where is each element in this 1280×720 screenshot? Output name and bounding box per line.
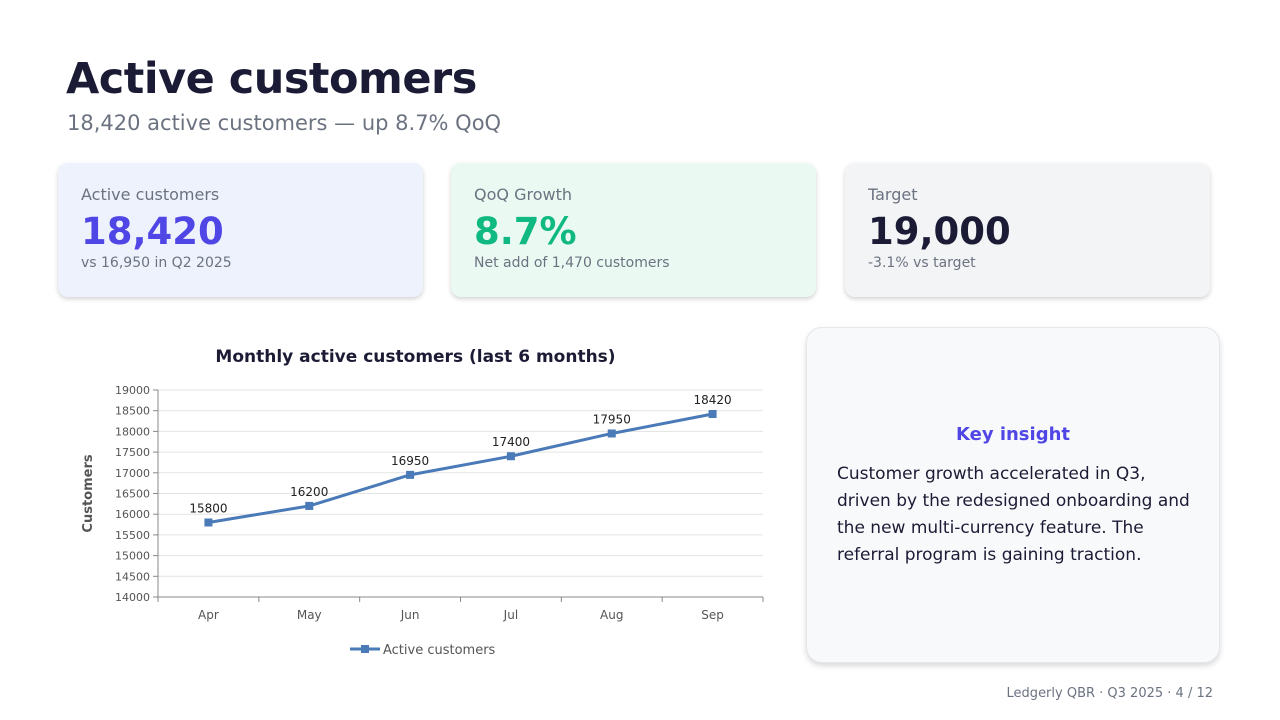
kpi-value: 8.7% [474,210,577,253]
x-tick-label: Aug [600,608,623,622]
data-label: 16950 [391,454,429,468]
data-label: 15800 [189,501,227,515]
x-tick-label: Sep [701,608,724,622]
kpi-card-active-customers: Active customers 18,420 vs 16,950 in Q2 … [58,163,423,297]
data-point [305,501,314,510]
y-tick-label: 19000 [115,384,150,397]
y-tick-label: 15500 [115,529,150,542]
slide-subtitle: 18,420 active customers — up 8.7% QoQ [67,111,502,135]
kpi-card-qoq-growth: QoQ Growth 8.7% Net add of 1,470 custome… [451,163,816,297]
chart-title: Monthly active customers (last 6 months) [215,347,615,367]
data-label: 17400 [492,435,530,449]
data-point [708,410,717,419]
data-point [607,429,616,438]
kpi-label: QoQ Growth [474,185,572,204]
kpi-value: 18,420 [81,210,224,253]
legend-marker [361,645,369,653]
y-tick-label: 14500 [115,570,150,583]
data-point [406,470,415,479]
kpi-label: Active customers [81,185,220,204]
x-tick-label: Apr [198,608,219,622]
kpi-subtext: vs 16,950 in Q2 2025 [81,255,232,271]
x-tick-label: May [297,608,322,622]
kpi-label: Target [868,185,918,204]
series-line [208,412,713,524]
chart-svg: Monthly active customers (last 6 months)… [81,347,764,658]
y-tick-label: 14000 [115,591,150,604]
y-axis-label: Customers [81,454,96,532]
slide-title: Active customers [66,54,477,104]
insight-title: Key insight [955,424,1070,445]
insight-text: Customer growth accelerated in Q3, drive… [837,464,1190,565]
y-tick-label: 18500 [115,405,150,418]
data-label: 17950 [593,412,631,426]
legend-label: Active customers [383,643,496,658]
insight-card: Key insight Customer growth accelerated … [806,327,1220,663]
slide-footer: Ledgerly QBR · Q3 2025 · 4 / 12 [1006,686,1213,701]
data-label: 18420 [693,393,731,407]
kpi-value: 19,000 [868,210,1011,253]
line-chart: Monthly active customers (last 6 months)… [60,330,780,670]
y-tick-label: 16000 [115,508,150,521]
kpi-card-target: Target 19,000 -3.1% vs target [845,163,1210,297]
data-label: 16200 [290,485,328,499]
x-tick-label: Jun [400,608,420,622]
y-tick-label: 15000 [115,550,150,563]
x-tick-label: Jul [503,608,518,622]
data-point [204,518,213,527]
data-point [506,452,515,461]
y-tick-label: 17000 [115,467,150,480]
y-tick-label: 18000 [115,425,150,438]
y-tick-label: 16500 [115,488,150,501]
y-tick-label: 17500 [115,446,150,459]
kpi-subtext: -3.1% vs target [868,255,976,271]
kpi-subtext: Net add of 1,470 customers [474,255,670,271]
